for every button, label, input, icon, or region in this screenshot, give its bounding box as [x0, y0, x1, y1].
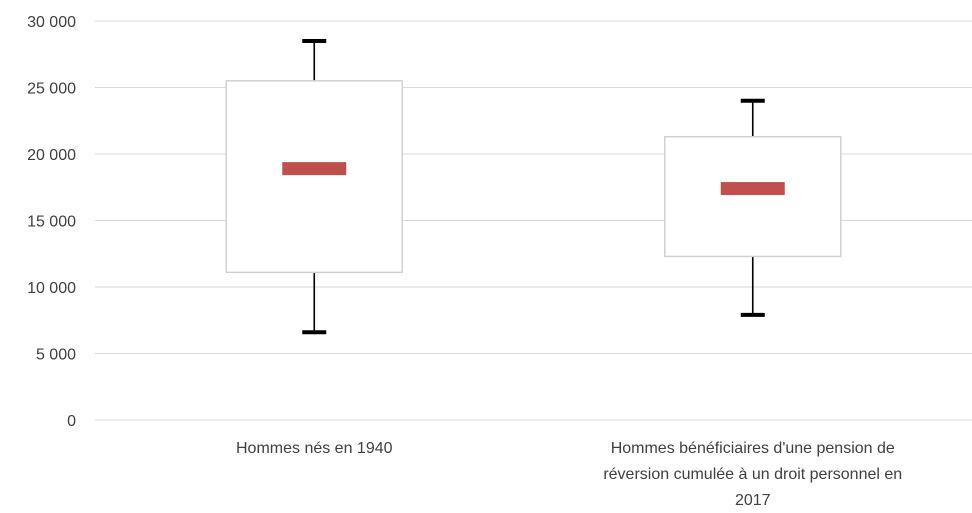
- x-axis-categories: Hommes nés en 1940 Hommes bénéficiaires d…: [236, 440, 902, 509]
- iqr-box: [225, 80, 403, 274]
- iqr-box: [664, 135, 842, 258]
- box-series-1: [225, 38, 403, 335]
- category-label: Hommes bénéficiaires d'une pension de rév…: [603, 440, 902, 509]
- median-marker: [282, 162, 347, 176]
- category-label-line: réversion cumulée à un droit personnel e…: [603, 466, 902, 483]
- category-label-line: Hommes nés en 1940: [236, 440, 393, 457]
- category-label-line: 2017: [735, 492, 771, 509]
- y-tick-label: 0: [67, 413, 76, 430]
- median-marker: [720, 182, 785, 196]
- category-label: Hommes nés en 1940: [236, 440, 393, 457]
- category-label-line: Hommes bénéficiaires d'une pension de: [611, 440, 895, 457]
- y-tick-label: 30 000: [27, 14, 76, 31]
- y-tick-label: 15 000: [27, 214, 76, 231]
- y-tick-label: 5 000: [36, 347, 76, 364]
- y-tick-label: 10 000: [27, 280, 76, 297]
- box-series-2: [664, 98, 842, 317]
- y-axis-ticks: 0 5 000 10 000 15 000 20 000 25 000 30 000: [27, 14, 76, 430]
- y-tick-label: 25 000: [27, 81, 76, 98]
- boxes: [225, 38, 842, 335]
- y-tick-label: 20 000: [27, 147, 76, 164]
